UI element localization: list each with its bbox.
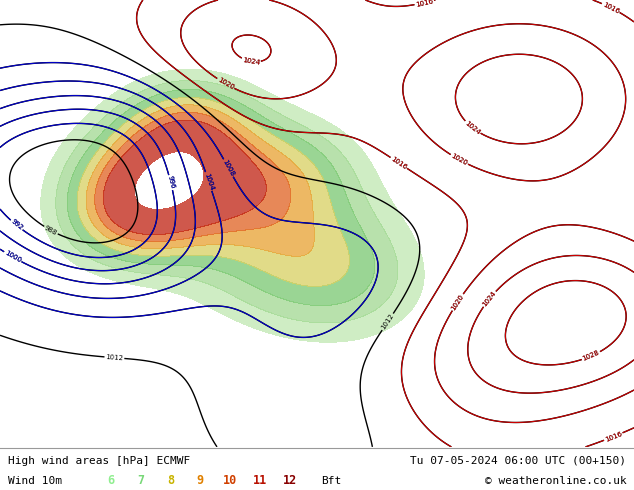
Text: 992: 992: [10, 219, 23, 232]
Text: 1012: 1012: [380, 313, 395, 331]
Text: 1016: 1016: [604, 431, 623, 443]
Text: 10: 10: [223, 474, 237, 487]
Text: 1020: 1020: [450, 153, 469, 167]
Text: 1016: 1016: [602, 1, 620, 15]
Text: 1016: 1016: [390, 155, 408, 171]
Text: 1024: 1024: [481, 290, 497, 308]
Text: 1020: 1020: [450, 293, 465, 311]
Text: 9: 9: [197, 474, 204, 487]
Text: Tu 07-05-2024 06:00 UTC (00+150): Tu 07-05-2024 06:00 UTC (00+150): [410, 456, 626, 466]
Text: Wind 10m: Wind 10m: [8, 475, 61, 486]
Text: 1008: 1008: [221, 159, 235, 177]
Text: 1004: 1004: [203, 172, 214, 191]
Text: Bft: Bft: [321, 475, 341, 486]
Text: 1020: 1020: [216, 76, 235, 91]
Text: 996: 996: [166, 175, 175, 190]
Text: 1008: 1008: [221, 159, 235, 177]
Text: 11: 11: [253, 474, 267, 487]
Text: 7: 7: [137, 474, 145, 487]
Text: 1016: 1016: [390, 155, 408, 171]
Text: 988: 988: [44, 224, 58, 236]
Text: 1024: 1024: [242, 57, 261, 66]
Text: 996: 996: [166, 175, 175, 190]
Text: 1024: 1024: [481, 290, 497, 308]
Text: 1012: 1012: [105, 354, 124, 362]
Text: 1020: 1020: [450, 153, 469, 167]
Text: 1020: 1020: [450, 293, 465, 311]
Text: 12: 12: [283, 474, 297, 487]
Text: 1016: 1016: [602, 1, 620, 15]
Text: 1028: 1028: [582, 350, 600, 362]
Text: 6: 6: [107, 474, 115, 487]
Text: 1024: 1024: [463, 120, 481, 136]
Text: © weatheronline.co.uk: © weatheronline.co.uk: [484, 475, 626, 486]
Text: 1024: 1024: [242, 57, 261, 66]
Text: 1024: 1024: [463, 120, 481, 136]
Text: 992: 992: [10, 219, 23, 232]
Text: 1016: 1016: [415, 0, 434, 7]
Text: 1000: 1000: [3, 250, 22, 264]
Text: High wind areas [hPa] ECMWF: High wind areas [hPa] ECMWF: [8, 456, 190, 466]
Text: 1016: 1016: [415, 0, 434, 7]
Text: 1016: 1016: [604, 431, 623, 443]
Text: 1028: 1028: [582, 350, 600, 362]
Text: 1004: 1004: [203, 172, 214, 191]
Text: 1000: 1000: [3, 250, 22, 264]
Text: 1020: 1020: [216, 76, 235, 91]
Text: 8: 8: [167, 474, 174, 487]
